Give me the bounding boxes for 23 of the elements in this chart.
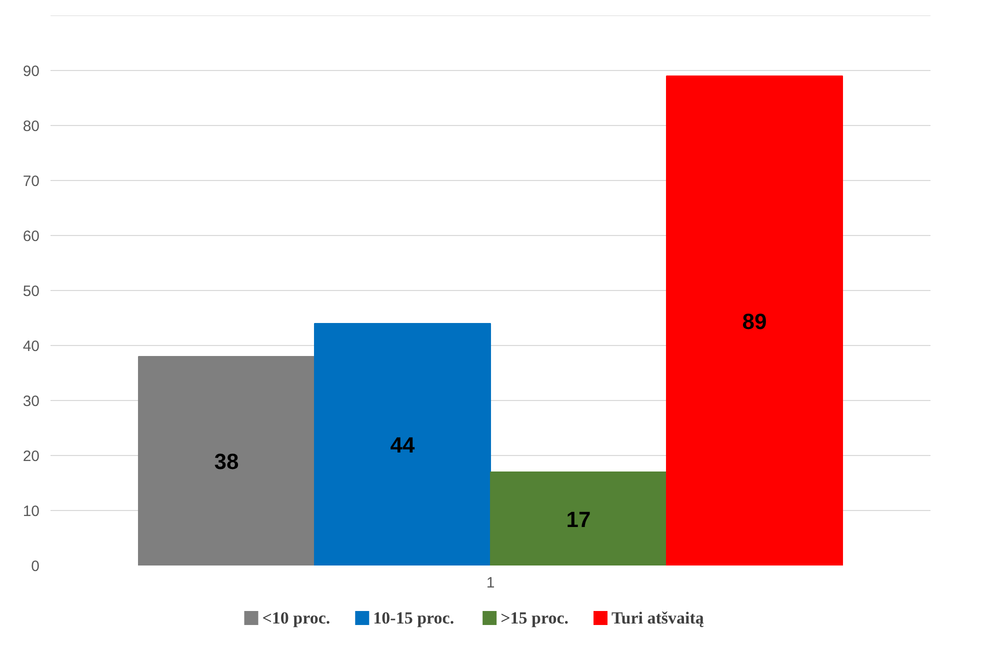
y-tick-label: 10 (22, 503, 40, 520)
bar (314, 323, 491, 566)
y-tick-label: 20 (22, 448, 40, 465)
legend-label: <10 proc. (262, 608, 330, 628)
y-tick-label: 0 (31, 558, 40, 575)
data-label: 38 (214, 449, 239, 474)
y-tick-label: 90 (22, 63, 40, 80)
legend-label: 10-15 proc. (373, 608, 454, 628)
y-tick-label: 40 (22, 338, 40, 355)
bar (490, 472, 667, 566)
data-label: 44 (390, 432, 416, 458)
bar (666, 76, 843, 566)
data-label: 17 (566, 506, 591, 532)
legend-label: Turi atšvaitą (612, 608, 704, 628)
data-label: 89 (742, 308, 767, 334)
y-tick-label: 50 (22, 283, 40, 300)
bar (138, 356, 315, 566)
y-tick-label: 60 (22, 228, 40, 245)
y-tick-label: 80 (22, 118, 40, 135)
legend-label: >15 proc. (500, 608, 569, 628)
x-tick-label: 1 (486, 574, 495, 592)
y-tick-label: 30 (22, 393, 40, 410)
y-tick-label: 70 (22, 173, 40, 190)
